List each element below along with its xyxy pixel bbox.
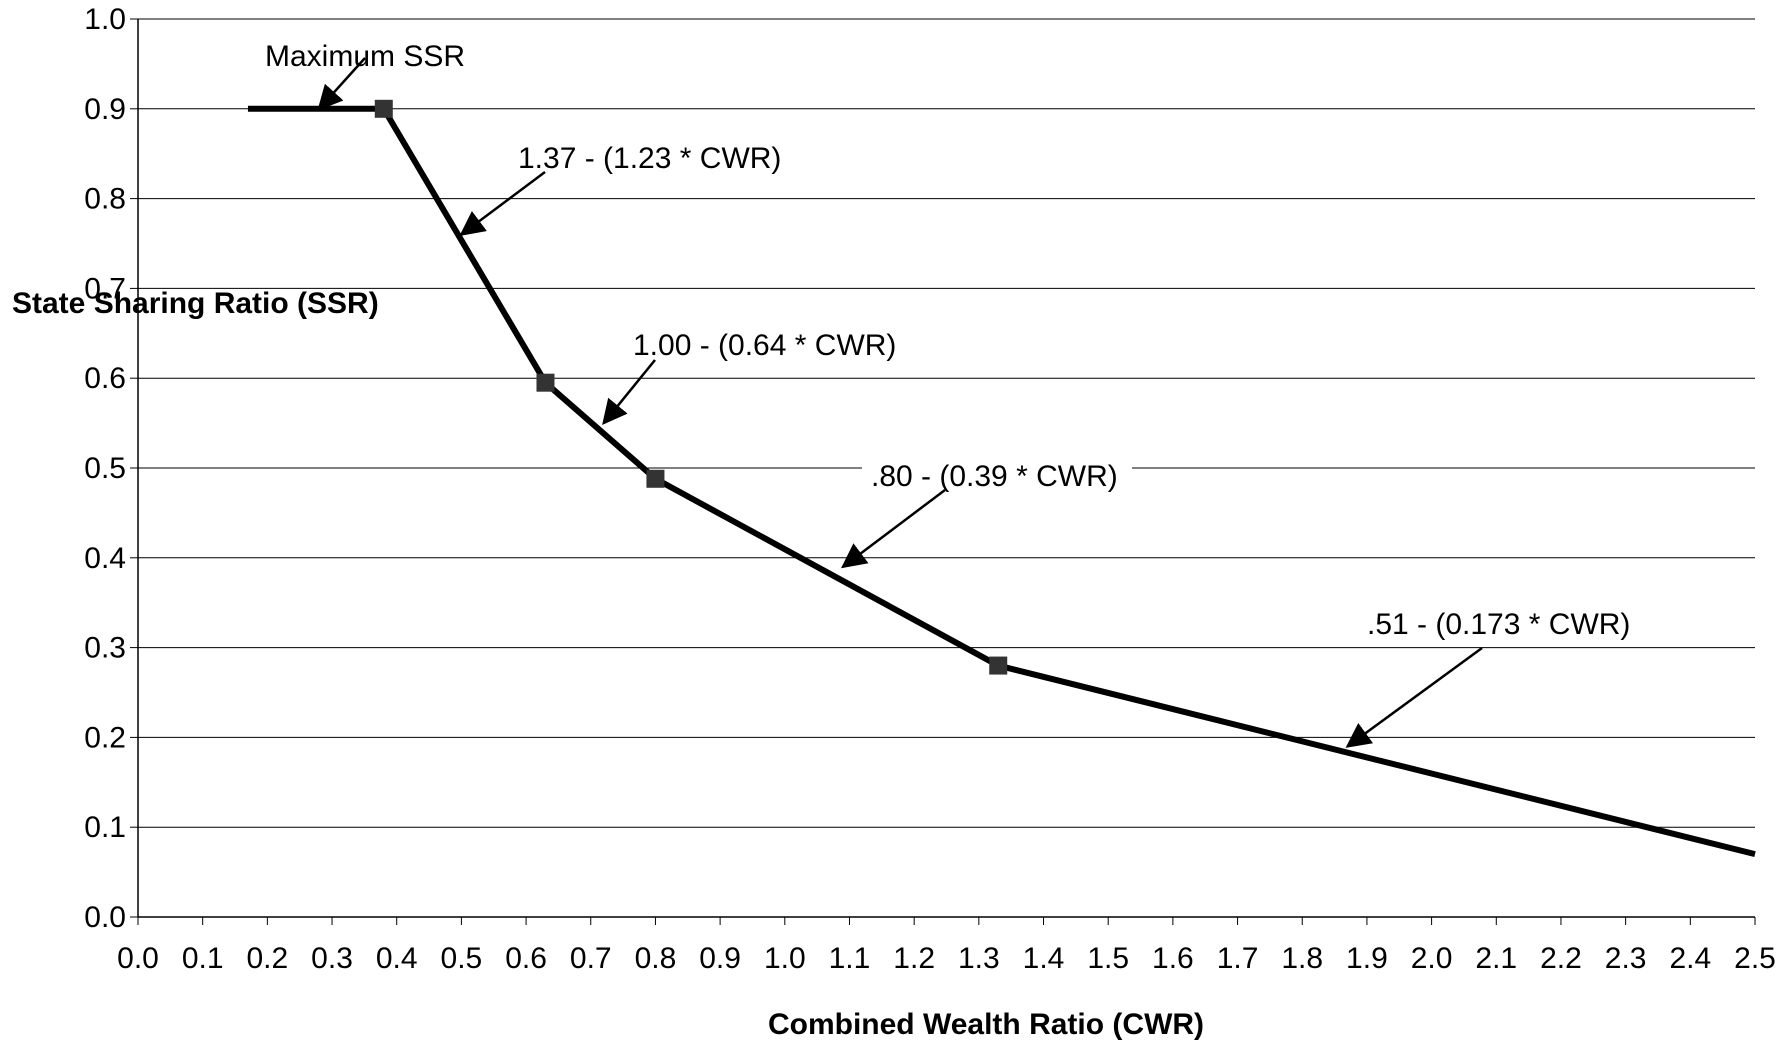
x-tick-label: 2.2: [1540, 942, 1582, 975]
x-tick-label: 2.3: [1605, 942, 1647, 975]
annotation-arrow: [317, 57, 366, 111]
y-tick-label: 0.6: [84, 362, 126, 395]
annotation-arrow: [841, 489, 946, 569]
annotation-label: .51 - (0.173 * CWR): [1367, 608, 1630, 641]
y-tick-label: 0.0: [84, 901, 126, 934]
y-tick-label: 0.7: [84, 272, 126, 305]
x-tick-label: 0.8: [635, 942, 677, 975]
y-tick-label: 0.2: [84, 721, 126, 754]
x-tick-label: 0.9: [699, 942, 741, 975]
annotation-background: [862, 460, 1132, 494]
x-tick-label: 1.4: [1023, 942, 1065, 975]
y-tick-label: 0.8: [84, 183, 126, 216]
y-axis-title: State Sharing Ratio (SSR): [12, 287, 379, 320]
x-tick-label: 1.1: [829, 942, 871, 975]
annotation-arrow: [1345, 646, 1483, 748]
x-tick-label: 1.3: [958, 942, 1000, 975]
x-tick-label: 2.0: [1411, 942, 1453, 975]
x-tick-label: 0.0: [117, 942, 159, 975]
x-tick-label: 0.3: [311, 942, 353, 975]
x-axis-title: Combined Wealth Ratio (CWR): [768, 1008, 1204, 1041]
x-tick-label: 0.1: [182, 942, 224, 975]
x-tick-label: 2.5: [1734, 942, 1776, 975]
x-tick-label: 1.5: [1087, 942, 1129, 975]
annotation-arrow: [602, 359, 656, 426]
y-tick-label: 0.5: [84, 452, 126, 485]
y-tick-label: 0.1: [84, 811, 126, 844]
x-tick-label: 0.5: [441, 942, 483, 975]
axes: [130, 18, 1756, 925]
x-tick-label: 2.1: [1475, 942, 1517, 975]
x-tick-label: 1.7: [1217, 942, 1259, 975]
annotation-label: 1.00 - (0.64 * CWR): [633, 329, 896, 362]
data-point-marker: [374, 99, 393, 118]
x-tick-label: 1.9: [1346, 942, 1388, 975]
x-tick-label: 0.2: [247, 942, 289, 975]
y-tick-label: 1.0: [84, 3, 126, 36]
data-point-marker: [536, 373, 555, 392]
x-tick-label: 2.4: [1669, 942, 1711, 975]
x-tick-label: 0.7: [570, 942, 612, 975]
data-point-marker: [989, 656, 1008, 675]
y-tick-label: 0.9: [84, 93, 126, 126]
gridlines: [138, 18, 1755, 828]
x-tick-label: 1.2: [893, 942, 935, 975]
data-point-marker: [646, 469, 665, 488]
annotation-background: [1358, 608, 1650, 642]
x-tick-label: 1.6: [1152, 942, 1194, 975]
annotation-label: .80 - (0.39 * CWR): [871, 460, 1118, 493]
tick-labels: 0.0 0.1 0.2 0.3 0.4 0.5 0.6 0.7 0.8 0.9 1.0 0.0 0.1 0…: [84, 3, 1776, 975]
y-tick-label: 0.3: [84, 632, 126, 665]
x-tick-label: 1.8: [1281, 942, 1323, 975]
x-tick-label: 1.0: [764, 942, 806, 975]
x-tick-label: 0.6: [505, 942, 547, 975]
annotation-label: Maximum SSR: [265, 40, 465, 73]
x-tick-label: 0.4: [376, 942, 418, 975]
series-layer: [247, 99, 1756, 858]
y-tick-label: 0.4: [84, 542, 126, 575]
annotation-arrow: [459, 170, 546, 237]
series-line: [247, 105, 1756, 858]
annotation-label: 1.37 - (1.23 * CWR): [518, 142, 781, 175]
annotations: Maximum SSR 1.37 - (1.23 * CWR) 1.00 - (0.…: [265, 40, 1650, 748]
